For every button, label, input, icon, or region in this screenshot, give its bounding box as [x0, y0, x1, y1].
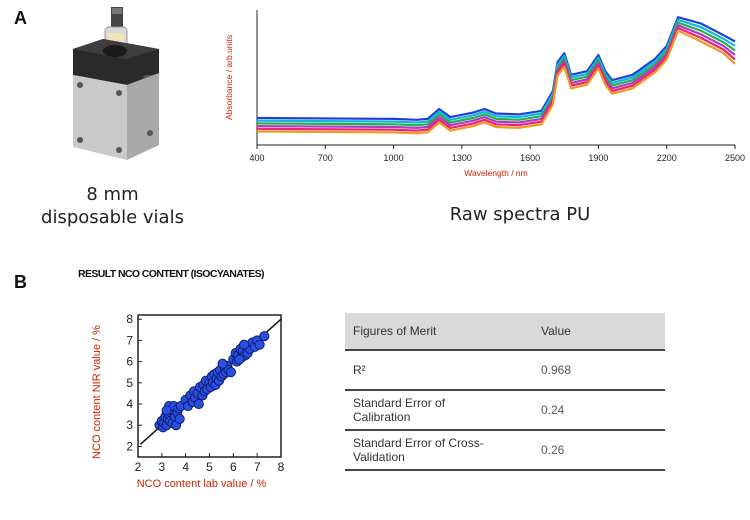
nir-device-illustration — [73, 7, 159, 160]
spectra-caption: Raw spectra PU — [449, 204, 591, 225]
header-metric: Figures of Merit — [345, 313, 533, 351]
scatter-point — [217, 358, 228, 369]
spectra-x-axis-label: Wavelength / nm — [464, 168, 527, 178]
value-sec: 0.24 — [533, 390, 665, 431]
device-caption-line1: 8 mm — [86, 184, 139, 205]
scatter-x-tick-label: 7 — [254, 460, 261, 474]
table-header-row: Figures of Merit Value — [345, 313, 665, 351]
scatter-y-tick-label: 4 — [126, 397, 133, 411]
device-body-side — [127, 73, 159, 160]
header-value: Value — [533, 313, 665, 351]
device-body-front — [73, 75, 127, 160]
spectra-series-line-5 — [256, 26, 736, 132]
metric-r2: R² — [345, 350, 533, 391]
scatter-y-tick-label: 3 — [126, 418, 133, 432]
device-caption-line2: disposable vials — [41, 207, 184, 228]
scatter-point — [234, 354, 245, 365]
scatter-y-tick-label: 2 — [126, 439, 133, 453]
panel-a-letter: A — [14, 8, 27, 28]
table-row: Standard Error of Cross- Validation 0.26 — [345, 430, 665, 471]
result-title: RESULT NCO CONTENT (ISOCYANATES) — [78, 268, 265, 280]
scatter-x-axis-label: NCO content lab value / % — [137, 478, 267, 490]
scatter-point — [254, 339, 265, 350]
table-row: Standard Error of Calibration 0.24 — [345, 390, 665, 431]
spectra-series-line-1 — [256, 16, 736, 121]
scatter-x-tick-label: 5 — [206, 460, 213, 474]
scatter-point — [174, 413, 185, 424]
scatter-x-tick-label: 4 — [182, 460, 189, 474]
scatter-x-tick-label: 6 — [230, 460, 237, 474]
scatter-y-tick-label: 8 — [126, 312, 133, 326]
value-secv: 0.26 — [533, 430, 665, 471]
spectra-y-axis-label: Absorbance / arb.units — [224, 35, 234, 120]
metric-sec: Standard Error of Calibration — [345, 390, 533, 431]
scatter-y-axis-label: NCO content NIR value / % — [91, 325, 103, 459]
spectra-series-line-6 — [256, 29, 736, 135]
spectra-x-tick-label: 1900 — [588, 153, 608, 163]
spectra-x-tick-label: 700 — [318, 153, 333, 163]
scatter-y-tick-label: 5 — [126, 376, 133, 390]
scatter-x-tick-label: 2 — [135, 460, 142, 474]
spectra-x-tick-label: 400 — [249, 153, 264, 163]
scatter-point — [225, 367, 236, 378]
scatter-x-tick-label: 3 — [158, 460, 165, 474]
spectra-x-tick-label: 2500 — [725, 153, 745, 163]
scatter-point — [161, 405, 172, 416]
spectra-chart: 400 700 1000 1300 1600 1900 2200 2500 Wavelength… — [224, 10, 745, 178]
device-caption: 8 mm disposable vials — [20, 183, 205, 229]
metric-sec-line2: Calibration — [353, 410, 411, 424]
table-row: R² 0.968 — [345, 350, 665, 391]
scatter-y-tick-label: 6 — [126, 355, 133, 369]
spectra-series-line-4 — [256, 24, 736, 130]
spectra-series-line-2 — [256, 18, 736, 124]
figures-of-merit-table: Figures of Merit Value R² 0.968 Standard… — [345, 313, 665, 471]
spectra-series-line-3 — [256, 21, 736, 127]
metric-secv: Standard Error of Cross- Validation — [345, 430, 533, 471]
metric-secv-line2: Validation — [353, 450, 405, 464]
scatter-x-tick-label: 8 — [278, 460, 285, 474]
value-r2: 0.968 — [533, 350, 665, 391]
scatter-point — [193, 398, 204, 410]
metric-sec-line1: Standard Error of — [353, 396, 446, 410]
scatter-chart: 2 3 4 5 6 7 8 2 3 4 5 6 7 8 NCO content lab value / % N… — [91, 312, 285, 490]
scatter-point — [259, 331, 270, 342]
scatter-point — [239, 339, 250, 350]
spectra-x-tick-label: 1300 — [452, 153, 472, 163]
scatter-y-tick-label: 7 — [126, 333, 133, 347]
metric-secv-line1: Standard Error of Cross- — [353, 436, 484, 450]
spectra-x-tick-label: 2200 — [657, 153, 677, 163]
spectra-x-tick-label: 1000 — [384, 153, 404, 163]
spectra-x-tick-label: 1600 — [520, 153, 540, 163]
panel-b-letter: B — [14, 272, 27, 292]
